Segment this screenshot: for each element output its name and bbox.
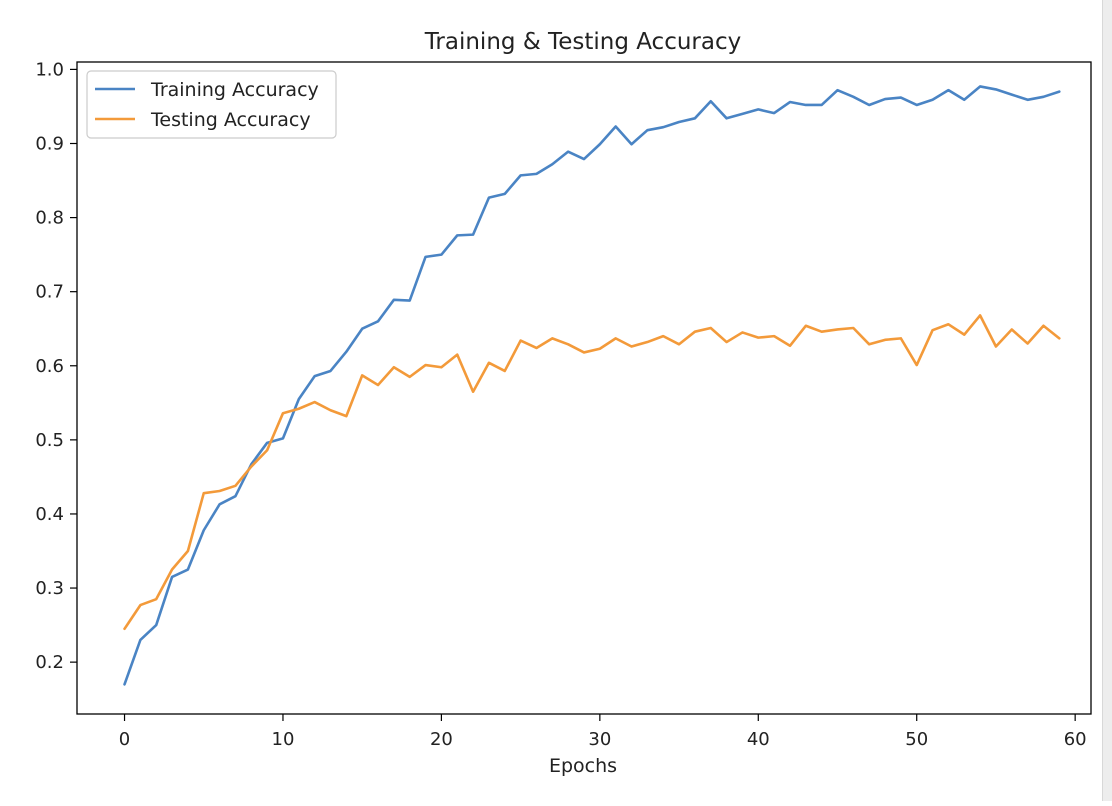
x-axis-ticks: 0 10 20 30 40 50 60	[119, 714, 1087, 750]
x-tick-label: 40	[747, 729, 770, 750]
y-axis-ticks: 0.2 0.3 0.4 0.5 0.6 0.7 0.8 0.9 1.0	[35, 59, 77, 673]
y-tick-label: 0.3	[35, 578, 64, 599]
x-tick-label: 10	[272, 729, 295, 750]
y-tick-label: 0.9	[35, 134, 64, 155]
y-tick-label: 0.5	[35, 430, 64, 451]
y-tick-label: 0.2	[35, 652, 64, 673]
series-line-training	[123, 85, 1061, 686]
x-tick-label: 0	[119, 729, 130, 750]
y-tick-label: 0.4	[35, 504, 64, 525]
y-tick-label: 0.7	[35, 282, 64, 303]
plot-area-frame	[76, 61, 1092, 715]
chart-title: Training & Testing Accuracy	[424, 29, 742, 55]
x-axis-label: Epochs	[549, 755, 617, 777]
y-tick-label: 0.8	[35, 208, 64, 229]
legend: Training Accuracy Testing Accuracy	[86, 70, 337, 139]
series-lines	[123, 85, 1061, 686]
y-tick-label: 1.0	[35, 59, 64, 80]
window-edge	[1102, 0, 1112, 801]
x-tick-label: 60	[1064, 729, 1087, 750]
x-tick-label: 20	[430, 729, 453, 750]
series-line-testing	[123, 314, 1061, 631]
x-tick-label: 30	[588, 729, 611, 750]
legend-label-testing: Testing Accuracy	[150, 109, 311, 131]
y-tick-label: 0.6	[35, 356, 64, 377]
x-tick-label: 50	[905, 729, 928, 750]
legend-label-training: Training Accuracy	[150, 79, 319, 101]
legend-box	[86, 70, 337, 139]
